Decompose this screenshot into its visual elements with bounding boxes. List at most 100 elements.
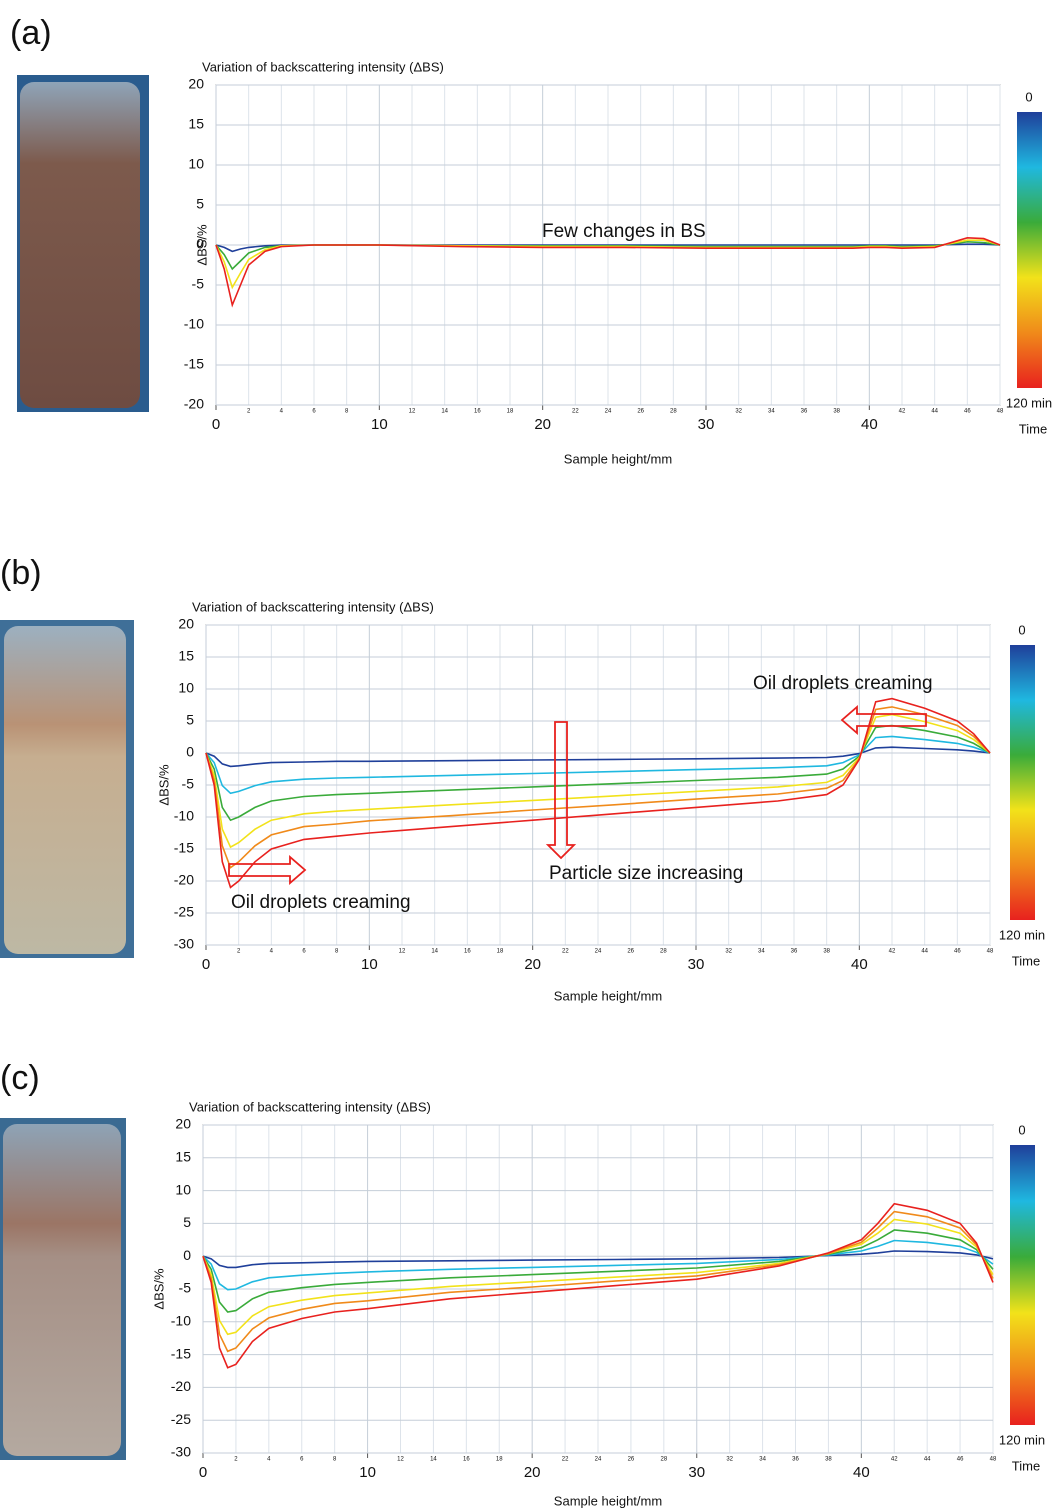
x-minor-tick-label: 44	[931, 409, 938, 415]
x-tick-label: 30	[698, 416, 715, 433]
x-minor-tick-label: 46	[954, 949, 961, 955]
x-axis-label: Sample height/mm	[554, 1493, 662, 1508]
x-minor-tick-label: 26	[637, 409, 644, 415]
y-tick-label: -5	[192, 276, 205, 292]
y-tick-label: 20	[178, 616, 194, 632]
x-axis-label: Sample height/mm	[564, 451, 672, 466]
data-line	[205, 706, 991, 869]
x-minor-tick-label: 18	[497, 949, 504, 955]
x-minor-tick-label: 16	[474, 409, 481, 415]
y-tick-label: -5	[182, 776, 195, 792]
x-tick-label: 0	[202, 956, 210, 973]
y-tick-label: -15	[184, 356, 204, 372]
x-minor-tick-label: 8	[333, 1457, 337, 1463]
x-minor-tick-label: 6	[312, 409, 316, 415]
panel-label: (c)	[0, 1059, 40, 1097]
y-tick-label: 0	[196, 236, 204, 252]
colorbar-tick-label: 120 min	[1006, 395, 1052, 410]
chart-title: Variation of backscattering intensity (Δ…	[202, 59, 444, 74]
x-minor-tick-label: 14	[441, 409, 448, 415]
y-tick-label: -20	[171, 1378, 191, 1394]
x-minor-tick-label: 28	[660, 1457, 667, 1463]
data-line	[202, 1239, 994, 1291]
x-minor-tick-label: 18	[496, 1457, 503, 1463]
data-line	[202, 1218, 994, 1336]
colorbar-title: Time	[1012, 953, 1040, 968]
data-line	[205, 697, 991, 889]
data-line	[202, 1202, 994, 1369]
arrow	[228, 855, 307, 885]
x-tick-label: 40	[851, 956, 868, 973]
x-axis-label: Sample height/mm	[554, 988, 662, 1003]
colorbar	[1010, 1145, 1035, 1425]
annotation: Particle size increasing	[549, 863, 743, 884]
x-minor-tick-label: 24	[595, 949, 602, 955]
arrow	[545, 721, 577, 860]
x-tick-label: 40	[853, 1464, 870, 1481]
y-axis-label: ΔBS/%	[194, 224, 209, 266]
data-line	[202, 1210, 994, 1353]
x-minor-tick-label: 22	[562, 1457, 569, 1463]
x-minor-tick-label: 48	[997, 409, 1004, 415]
x-tick-label: 20	[534, 416, 551, 433]
x-minor-tick-label: 36	[792, 1457, 799, 1463]
x-tick-label: 40	[861, 416, 878, 433]
y-tick-label: 10	[188, 156, 204, 172]
colorbar-tick-label: 120 min	[999, 1432, 1045, 1447]
annotation: Oil droplets creaming	[231, 892, 411, 913]
x-minor-tick-label: 32	[726, 1457, 733, 1463]
data-line	[205, 735, 991, 795]
y-tick-label: -10	[174, 808, 194, 824]
x-minor-tick-label: 36	[801, 409, 808, 415]
y-tick-label: -30	[171, 1444, 191, 1460]
x-minor-tick-label: 48	[990, 1457, 997, 1463]
y-tick-label: -20	[174, 872, 194, 888]
panel-label: (a)	[10, 14, 52, 52]
y-tick-label: 5	[196, 196, 204, 212]
x-minor-tick-label: 42	[899, 409, 906, 415]
y-tick-label: 0	[186, 744, 194, 760]
y-tick-label: 15	[178, 648, 194, 664]
colorbar-tick-label: 0	[1018, 622, 1025, 637]
x-tick-label: 30	[688, 1464, 705, 1481]
x-minor-tick-label: 32	[725, 949, 732, 955]
x-minor-tick-label: 14	[431, 949, 438, 955]
chart-title: Variation of backscattering intensity (Δ…	[189, 1099, 431, 1114]
x-tick-label: 10	[361, 956, 378, 973]
x-minor-tick-label: 8	[345, 409, 349, 415]
y-tick-label: -15	[174, 840, 194, 856]
y-axis-label: ΔBS/%	[151, 1268, 166, 1310]
x-minor-tick-label: 4	[280, 409, 284, 415]
y-tick-label: -25	[171, 1411, 191, 1427]
x-minor-tick-label: 34	[758, 949, 765, 955]
x-minor-tick-label: 42	[891, 1457, 898, 1463]
x-minor-tick-label: 2	[237, 949, 241, 955]
y-tick-label: 15	[175, 1149, 191, 1165]
x-minor-tick-label: 26	[628, 1457, 635, 1463]
x-minor-tick-label: 4	[270, 949, 274, 955]
y-tick-label: -25	[174, 904, 194, 920]
x-tick-label: 30	[688, 956, 705, 973]
x-minor-tick-label: 12	[397, 1457, 404, 1463]
y-tick-label: 15	[188, 116, 204, 132]
x-minor-tick-label: 24	[595, 1457, 602, 1463]
x-minor-tick-label: 46	[964, 409, 971, 415]
colorbar-title: Time	[1019, 421, 1047, 436]
x-tick-label: 0	[212, 416, 220, 433]
arrow	[840, 705, 927, 735]
x-minor-tick-label: 34	[768, 409, 775, 415]
x-minor-tick-label: 46	[957, 1457, 964, 1463]
y-tick-label: -15	[171, 1345, 191, 1361]
x-minor-tick-label: 42	[889, 949, 896, 955]
x-minor-tick-label: 12	[409, 409, 416, 415]
x-minor-tick-label: 34	[759, 1457, 766, 1463]
y-axis-label: ΔBS/%	[156, 764, 171, 806]
data-line	[205, 713, 991, 849]
chart-title: Variation of backscattering intensity (Δ…	[192, 599, 434, 614]
vial-b	[4, 626, 126, 954]
y-tick-label: 10	[175, 1181, 191, 1197]
x-minor-tick-label: 22	[562, 949, 569, 955]
x-minor-tick-label: 28	[670, 409, 677, 415]
x-minor-tick-label: 6	[302, 949, 306, 955]
x-minor-tick-label: 22	[572, 409, 579, 415]
